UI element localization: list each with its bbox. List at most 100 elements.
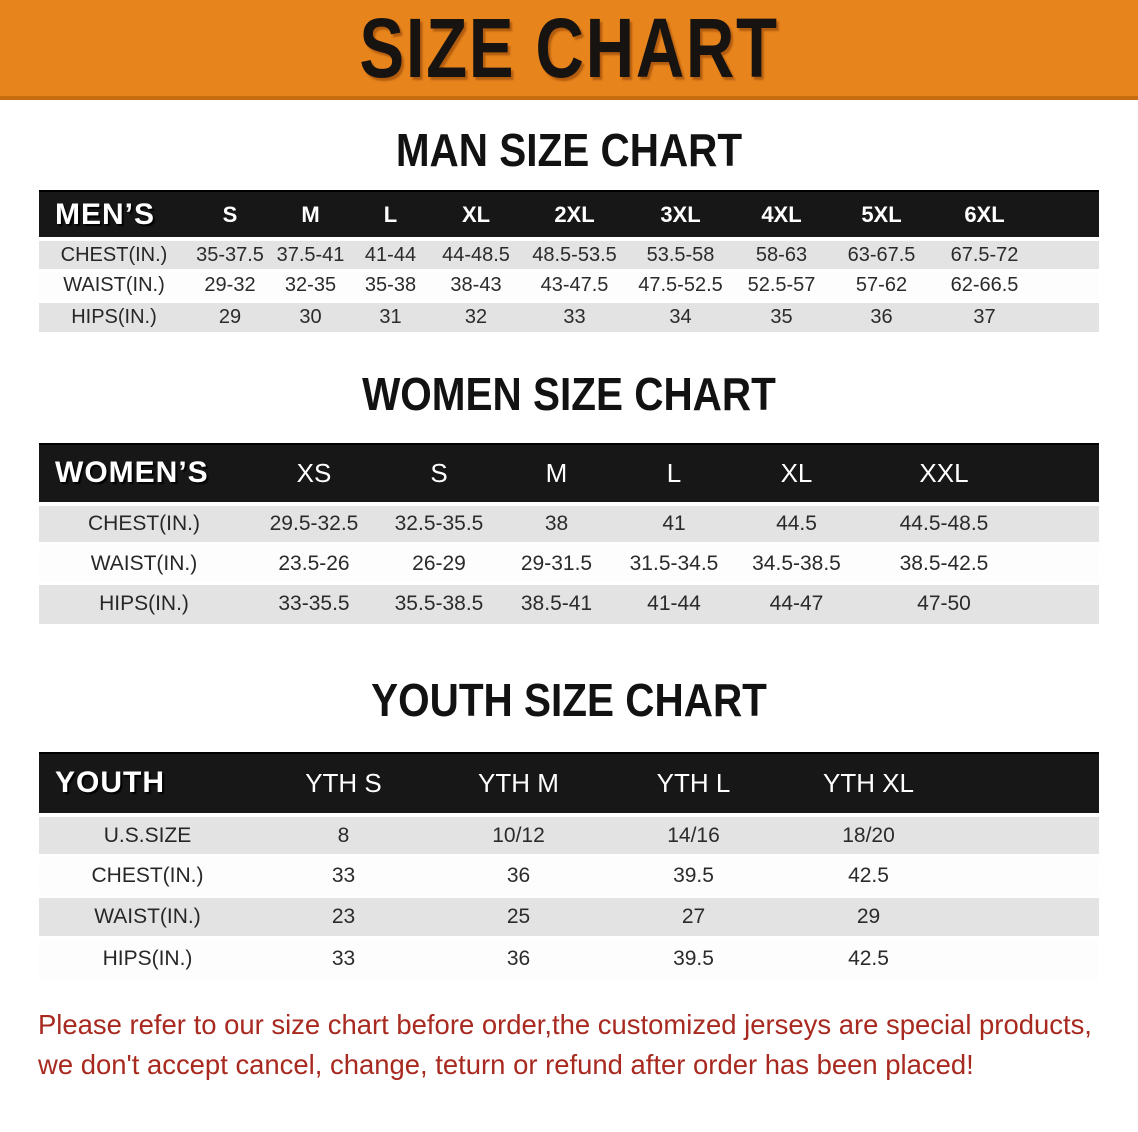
row-label-cell: U.S.SIZE — [103, 823, 192, 847]
size-header-cell: XL — [734, 442, 859, 506]
header-filler-cell — [956, 751, 1099, 817]
header-filler-cell — [1036, 190, 1099, 242]
size-value-cell: 29.5-32.5 — [269, 511, 359, 535]
measurement-row: HIPS(IN.) 33 36 39.5 42.5 — [39, 937, 1099, 979]
size-value-cell: 44-47 — [769, 592, 824, 616]
banner-title: SIZE CHART — [359, 1, 779, 95]
size-value-cell: 37 — [973, 306, 996, 329]
size-value-cell: 32.5-35.5 — [394, 511, 484, 535]
size-value-cell: 39.5 — [673, 947, 714, 971]
size-value-cell: 26-29 — [412, 551, 466, 575]
row-label-cell: WAIST(IN.) — [63, 274, 165, 297]
size-header-cell: 2XL — [521, 190, 628, 242]
size-value-cell: 41 — [662, 511, 686, 535]
size-value-cell: 33-35.5 — [278, 592, 350, 616]
measurement-row: WAIST(IN.) 23.5-26 26-29 29-31.5 31.5-34.5 34… — [39, 543, 1099, 584]
size-header-cell: XL — [431, 190, 521, 242]
size-value-cell: 29-31.5 — [520, 551, 593, 575]
size-value-cell: 43-47.5 — [540, 274, 609, 297]
size-value-cell: 38-43 — [450, 274, 502, 297]
banner: SIZE CHART — [0, 0, 1138, 100]
size-value-cell: 25 — [506, 905, 531, 929]
measurement-row: WAIST(IN.) 29-32 32-35 35-38 38-43 43-47.5 47.… — [39, 270, 1099, 302]
measurement-row: WAIST(IN.) 23 25 27 29 — [39, 896, 1099, 938]
size-header-cell: M — [271, 190, 350, 242]
size-header-cell: YTH XL — [781, 751, 956, 817]
size-value-cell: 48.5-53.5 — [532, 243, 617, 266]
size-value-cell: 63-67.5 — [847, 243, 916, 266]
size-value-cell: 35-38 — [364, 274, 417, 297]
size-value-cell: 33 — [331, 947, 356, 971]
table-header-row: WOMEN’S XS S M L XL XXL — [39, 442, 1099, 506]
size-value-cell: 36 — [506, 864, 531, 888]
size-value-cell: 53.5-58 — [646, 243, 715, 266]
size-header-cell: 5XL — [830, 190, 933, 242]
size-value-cell: 42.5 — [848, 947, 889, 971]
size-value-cell: 38.5-42.5 — [899, 551, 989, 575]
size-value-cell: 23 — [331, 905, 356, 929]
size-header-cell: S — [189, 190, 271, 242]
size-value-cell: 27 — [681, 905, 706, 929]
row-filler-cell — [956, 815, 1099, 856]
row-filler-cell — [956, 938, 1099, 979]
row-label-cell: CHEST(IN.) — [60, 243, 168, 266]
size-header-cell: 6XL — [933, 190, 1036, 242]
measurement-row: U.S.SIZE 8 10/12 14/16 18/20 — [39, 814, 1099, 856]
disclaimer: Please refer to our size chart before or… — [38, 1005, 1138, 1086]
disclaimer-line-2: we don't accept cancel, change, teturn o… — [38, 1049, 974, 1081]
row-label-cell: HIPS(IN.) — [102, 947, 193, 971]
row-label-cell: HIPS(IN.) — [71, 306, 157, 329]
size-value-cell: 32-35 — [284, 274, 337, 297]
size-value-cell: 67.5-72 — [950, 243, 1019, 266]
size-value-cell: 30 — [299, 306, 322, 329]
size-header-cell: 3XL — [628, 190, 733, 242]
size-value-cell: 38 — [544, 511, 569, 535]
disclaimer-line-1: Please refer to our size chart before or… — [38, 1008, 1092, 1040]
size-value-cell: 42.5 — [848, 864, 889, 888]
row-filler-cell — [956, 856, 1099, 897]
size-header-cell: XXL — [859, 442, 1029, 506]
measurement-row: CHEST(IN.) 35-37.5 37.5-41 41-44 44-48.5 48.5… — [39, 239, 1099, 271]
size-value-cell: 38.5-41 — [520, 592, 593, 616]
size-value-cell: 29-32 — [204, 274, 256, 297]
size-value-cell: 52.5-57 — [747, 274, 816, 297]
size-header-cell: S — [379, 442, 499, 506]
row-filler-cell — [1029, 504, 1099, 544]
size-value-cell: 44-48.5 — [442, 243, 510, 266]
size-value-cell: 23.5-26 — [278, 551, 350, 575]
size-header-cell: YTH M — [431, 751, 606, 817]
size-value-cell: 31.5-34.5 — [629, 551, 719, 575]
size-value-cell: 62-66.5 — [950, 274, 1019, 297]
row-label-cell: HIPS(IN.) — [99, 592, 189, 616]
size-value-cell: 35-37.5 — [196, 243, 264, 266]
size-value-cell: 18/20 — [842, 823, 895, 847]
row-filler-cell — [1029, 584, 1099, 624]
measurement-row: CHEST(IN.) 29.5-32.5 32.5-35.5 38 41 44.5 44.5… — [39, 503, 1099, 544]
header-filler-cell — [1029, 442, 1099, 506]
size-value-cell: 35.5-38.5 — [394, 592, 484, 616]
size-header-cell: M — [499, 442, 614, 506]
size-value-cell: 33 — [563, 306, 586, 329]
table-header-row: YOUTH YTH S YTH M YTH L YTH XL — [39, 751, 1099, 817]
size-value-cell: 29 — [218, 306, 242, 329]
row-filler-cell — [956, 897, 1099, 938]
size-value-cell: 29 — [856, 905, 881, 929]
size-value-cell: 34 — [669, 306, 692, 329]
size-value-cell: 39.5 — [673, 864, 714, 888]
size-value-cell: 10/12 — [492, 823, 545, 847]
size-value-cell: 57-62 — [855, 274, 908, 297]
size-header-cell: 4XL — [733, 190, 830, 242]
size-header-cell: XS — [249, 442, 379, 506]
size-value-cell: 44.5-48.5 — [899, 511, 989, 535]
youth-size-table: YOUTH YTH S YTH M YTH L YTH XL U.S.SIZE 8 10/12… — [39, 751, 1099, 979]
row-label-cell: WAIST(IN.) — [94, 905, 201, 929]
youth-section-heading: YOUTH SIZE CHART — [371, 673, 767, 726]
category-header-cell: YOUTH — [39, 751, 256, 817]
size-header-cell: L — [350, 190, 431, 242]
size-value-cell: 44.5 — [776, 511, 817, 535]
size-value-cell: 36 — [506, 947, 531, 971]
row-filler-cell — [1036, 239, 1099, 270]
size-header-cell: YTH L — [606, 751, 781, 817]
size-header-cell: YTH S — [256, 751, 431, 817]
